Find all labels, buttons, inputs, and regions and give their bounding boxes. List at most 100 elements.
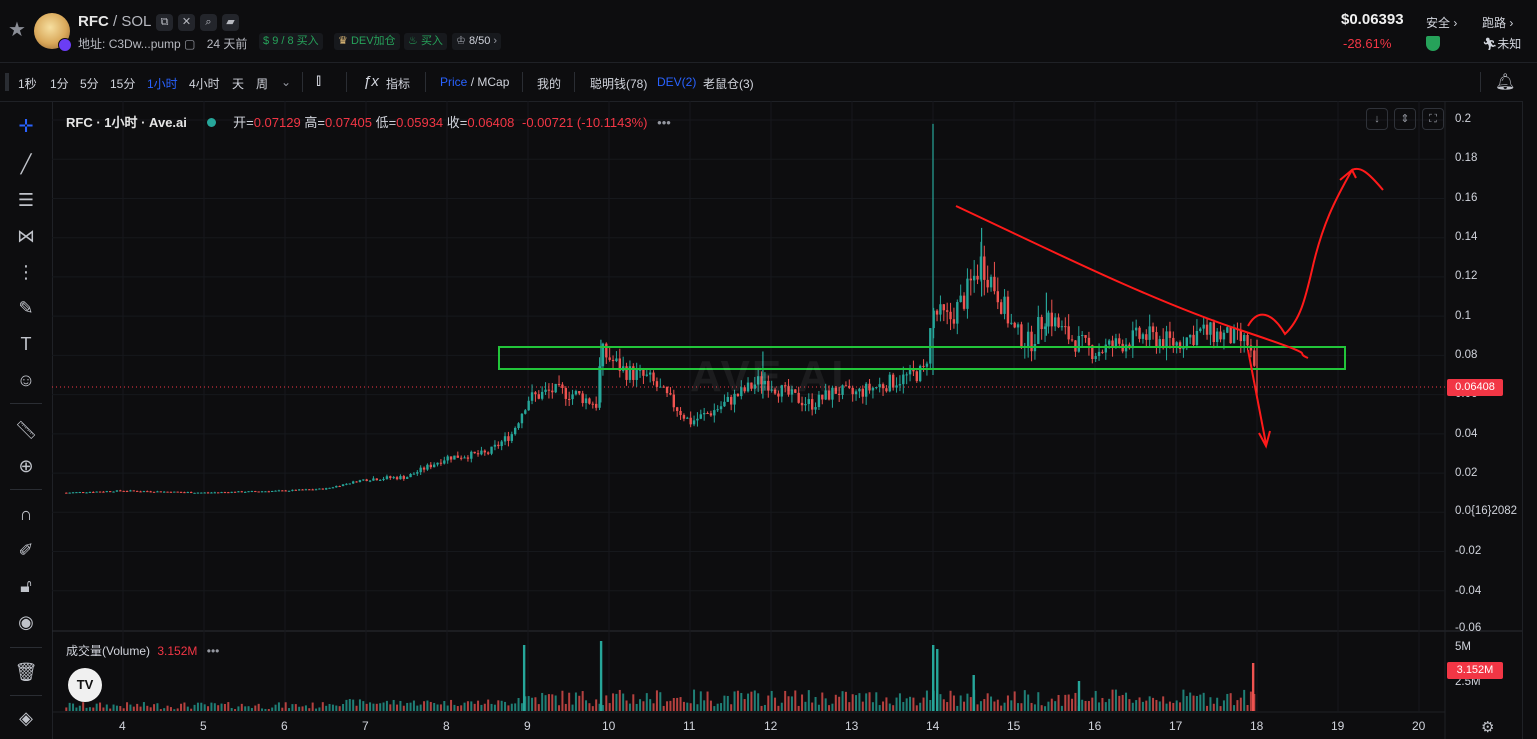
smart-money-button[interactable]: 聪明钱(78) <box>590 77 648 91</box>
volume-bar <box>709 700 712 711</box>
holders-pill[interactable]: ♔ 8/50 › <box>452 33 502 50</box>
bearish-arrow[interactable] <box>1247 349 1267 445</box>
volume-bar <box>898 693 901 711</box>
volume-bar <box>807 690 810 711</box>
trend-line-icon[interactable]: ╱ <box>20 154 32 174</box>
arrow-down-icon[interactable]: ↓ <box>1366 108 1388 130</box>
projection-icon[interactable]: ⋮ <box>17 262 35 282</box>
candle-body <box>713 410 716 416</box>
emoji-icon[interactable]: ☺ <box>16 370 36 390</box>
rug-link[interactable]: 跑路 › <box>1482 14 1513 31</box>
price-mcap-toggle[interactable]: Price / MCap <box>440 75 509 89</box>
pattern-icon[interactable]: ⋈ <box>17 226 35 246</box>
collapse-icon[interactable]: ⇕ <box>1394 108 1416 130</box>
ruler-icon[interactable]: 📏︎ <box>14 420 38 440</box>
candle-body <box>740 387 743 397</box>
eye-icon[interactable]: ◉ <box>18 612 34 632</box>
dev-button[interactable]: DEV(2) <box>657 75 697 89</box>
x-twitter-icon[interactable]: ✕ <box>178 14 195 31</box>
crosshair-icon[interactable]: ✛ <box>18 116 34 136</box>
volume-bar <box>223 704 226 711</box>
more-dots-icon[interactable]: ••• <box>657 115 671 130</box>
candle-body <box>112 491 115 493</box>
contract-address[interactable]: C3Dw...pump <box>108 37 181 51</box>
interval-week[interactable]: 周 <box>256 77 269 91</box>
volume-bar <box>109 708 112 711</box>
candle-body <box>979 256 983 280</box>
volume-bar <box>210 702 213 711</box>
layers-icon[interactable]: ◈ <box>19 708 33 728</box>
candle-body <box>206 492 210 494</box>
interval-4h[interactable]: 4小时 <box>189 77 220 91</box>
candle-body <box>304 489 308 491</box>
bullish-path-arrow[interactable] <box>1247 167 1384 336</box>
trash-icon[interactable]: 🗑︎ <box>14 662 38 682</box>
candle-type-icon[interactable]: ⫾ <box>316 72 322 89</box>
volume-bar <box>912 697 915 711</box>
chevron-right-icon: › <box>1453 16 1458 30</box>
indicators-button[interactable]: 指标 <box>386 77 411 91</box>
volume-value: 3.152M <box>157 644 198 658</box>
volume-bar <box>1138 697 1141 711</box>
brush-icon[interactable]: ✎ <box>18 298 34 318</box>
favorite-star-icon[interactable]: ★ <box>8 19 26 41</box>
volume-bar <box>115 705 118 711</box>
rug-status: 🏃︎未知 <box>1482 35 1521 52</box>
alert-bell-icon[interactable]: 🔔︎ <box>1495 74 1516 91</box>
candle-body <box>520 413 524 424</box>
safety-link[interactable]: 安全 › <box>1426 14 1457 31</box>
candle-body <box>608 357 611 360</box>
volume-bar <box>777 705 780 711</box>
more-dots-icon[interactable]: ••• <box>206 644 220 658</box>
interval-chevron-down-icon[interactable]: ⌄ <box>281 75 292 89</box>
mine-button[interactable]: 我的 <box>537 77 562 91</box>
candle-body <box>530 392 534 401</box>
interval-day[interactable]: 天 <box>232 77 245 91</box>
tradingview-logo[interactable]: TV <box>68 668 102 702</box>
volume-bar <box>281 707 284 711</box>
buyers-pill[interactable]: $ 9 / 8 买入 <box>259 33 323 50</box>
dev-pill[interactable]: ♛ DEV加仓 <box>334 33 400 50</box>
candle-body <box>1040 317 1043 330</box>
fib-lines-icon[interactable]: ☰ <box>17 190 35 210</box>
candle-body <box>652 372 655 382</box>
settings-gear-icon[interactable]: ⚙ <box>1481 719 1495 736</box>
candle-body <box>645 374 648 376</box>
interval-1m[interactable]: 1分 <box>50 77 69 91</box>
text-icon[interactable]: T <box>20 334 32 354</box>
volume-bar <box>986 693 989 711</box>
candle-body <box>989 276 993 288</box>
copy-icon[interactable]: ▢ <box>184 37 196 51</box>
rats-button[interactable]: 老鼠仓(3) <box>703 77 754 91</box>
volume-bar <box>966 693 969 711</box>
buy-pill[interactable]: ♨ 买入 <box>404 33 447 50</box>
indicators-fx-icon[interactable]: ƒx <box>363 73 379 90</box>
magnet-icon[interactable]: ∩ <box>19 504 33 524</box>
support-zone-box[interactable] <box>498 346 1346 370</box>
community-icon[interactable]: ⧉ <box>156 14 173 31</box>
search-icon[interactable]: ⌕ <box>200 14 217 31</box>
volume-bar <box>757 693 760 711</box>
fullscreen-icon[interactable]: ⛶ <box>1422 108 1444 130</box>
resistance-trendline[interactable] <box>955 205 1309 359</box>
candle-body <box>274 490 277 492</box>
interval-1s[interactable]: 1秒 <box>18 77 37 91</box>
candle-body <box>1188 334 1192 338</box>
candle-body <box>898 384 902 386</box>
interval-1h[interactable]: 1小时 <box>147 77 178 91</box>
y-tick: 0.14 <box>1455 231 1478 243</box>
pill-icon[interactable]: ▰ <box>222 14 239 31</box>
candle-body <box>264 491 267 493</box>
volume-bar <box>230 707 233 711</box>
volume-bar <box>1050 698 1053 711</box>
interval-15m[interactable]: 15分 <box>110 77 136 91</box>
zoom-in-icon[interactable]: ⊕ <box>18 456 34 476</box>
divider <box>1480 72 1481 92</box>
interval-5m[interactable]: 5分 <box>80 77 99 91</box>
unlock-icon[interactable]: 🔓︎ <box>20 576 32 596</box>
lock-drawing-icon[interactable]: ✐ <box>18 540 34 560</box>
volume-bar <box>1013 691 1016 711</box>
address-row: 地址: C3Dw...pump ▢ 24 天前 <box>78 35 247 52</box>
volume-bar <box>976 704 979 711</box>
